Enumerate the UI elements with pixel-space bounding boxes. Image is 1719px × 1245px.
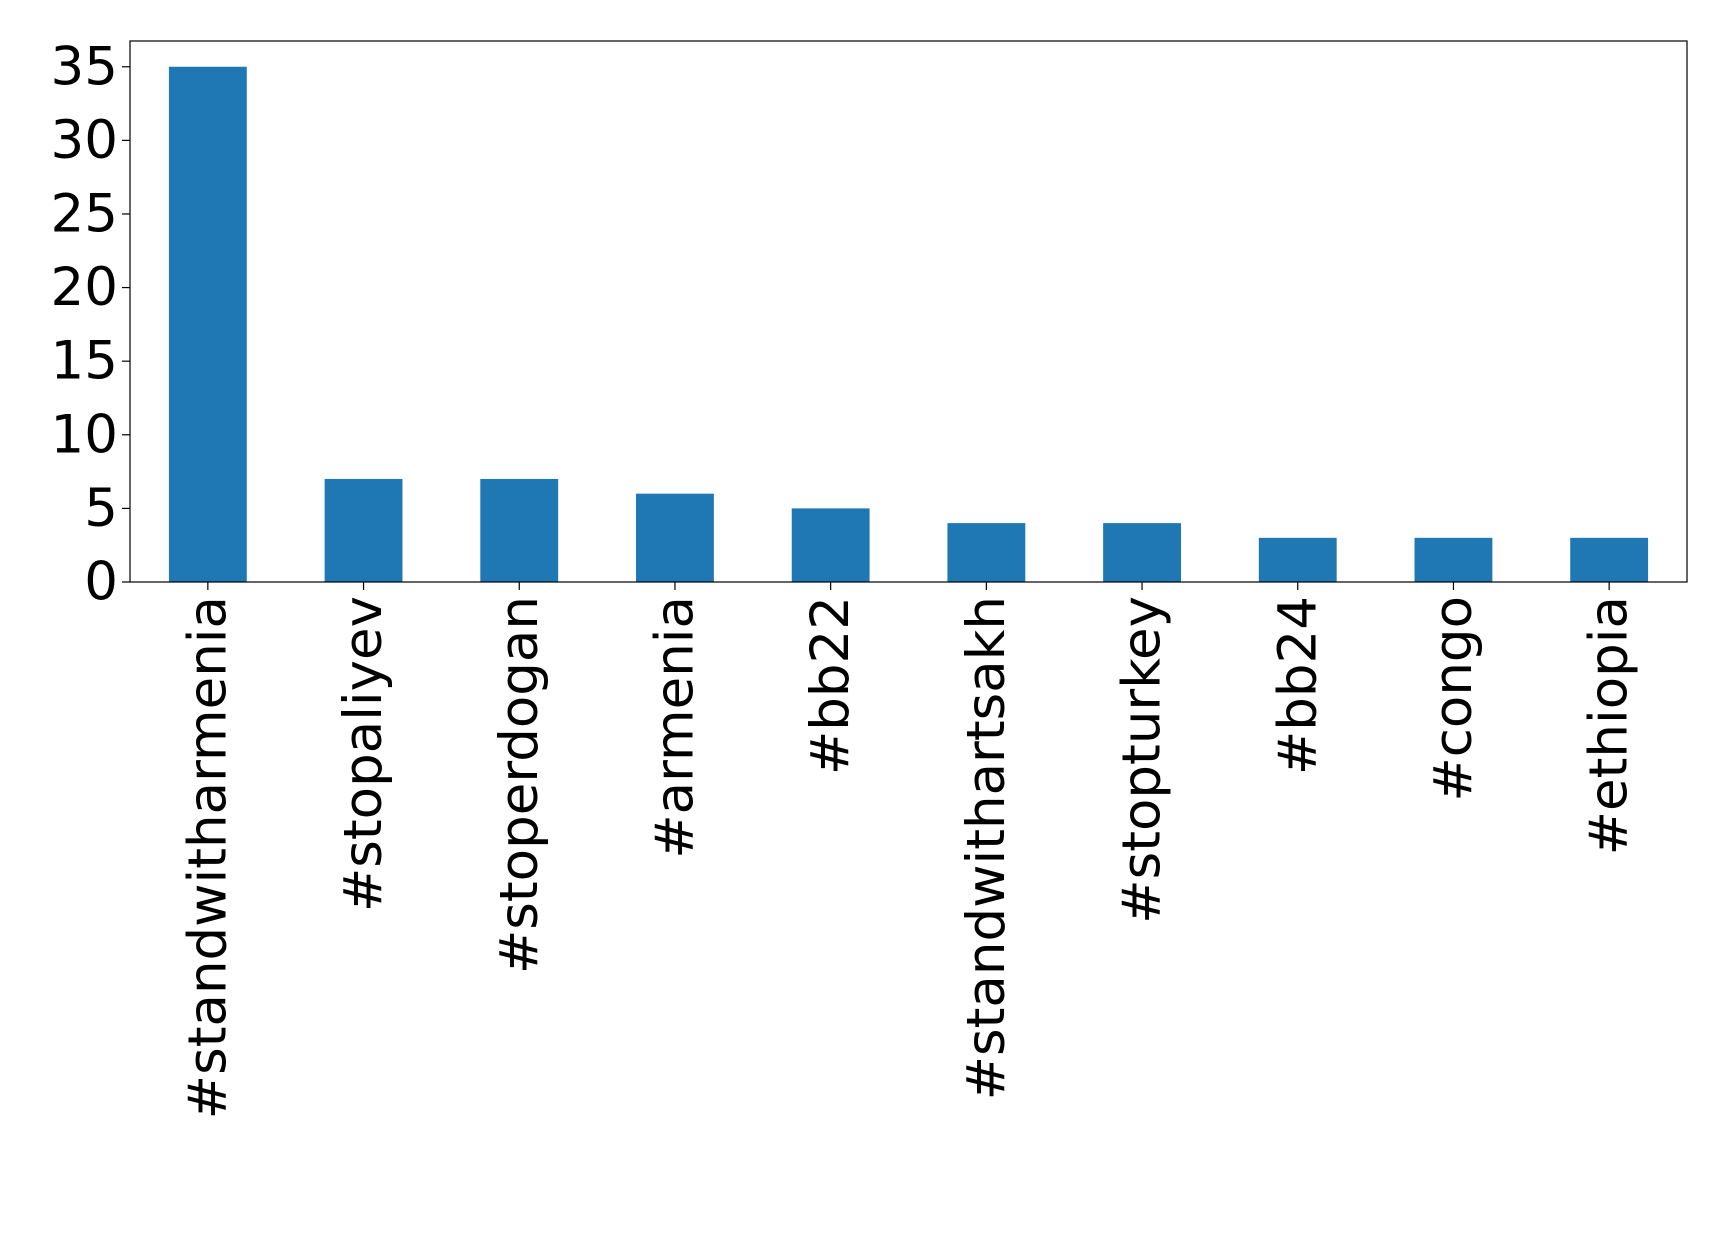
x-tick-label: #stopturkey: [1112, 596, 1173, 924]
x-tick-label: #stoperdogan: [489, 596, 550, 974]
x-tick-label: #bb22: [800, 596, 861, 775]
bar: [1258, 537, 1337, 582]
bar: [636, 493, 714, 582]
y-tick-label: 20: [51, 257, 118, 318]
x-tick-label: #stopaliyev: [333, 596, 394, 912]
bar: [1414, 537, 1493, 582]
x-tick-label: #armenia: [644, 596, 705, 859]
y-tick-label: 5: [84, 478, 118, 539]
y-tick-label: 35: [51, 36, 118, 97]
y-tick-label: 0: [84, 552, 118, 613]
bar: [168, 66, 247, 582]
bar: [480, 478, 559, 582]
x-tick-label: #ethiopia: [1579, 596, 1640, 855]
bar: [324, 478, 403, 582]
bar: [1103, 523, 1181, 582]
bar: [947, 523, 1026, 582]
bar: [1570, 537, 1649, 582]
axes-frame: [129, 40, 1688, 583]
y-tick-label: 25: [51, 183, 118, 244]
y-tick-label: 10: [51, 404, 118, 465]
x-tick-label: #congo: [1423, 596, 1484, 802]
x-tick-label: #bb24: [1267, 596, 1328, 775]
y-tick-label: 30: [51, 110, 118, 171]
bar: [791, 508, 870, 582]
x-tick-label: #standwitharmenia: [177, 596, 238, 1119]
y-tick-label: 15: [51, 331, 118, 392]
x-tick-label: #standwithartsakh: [956, 596, 1017, 1100]
